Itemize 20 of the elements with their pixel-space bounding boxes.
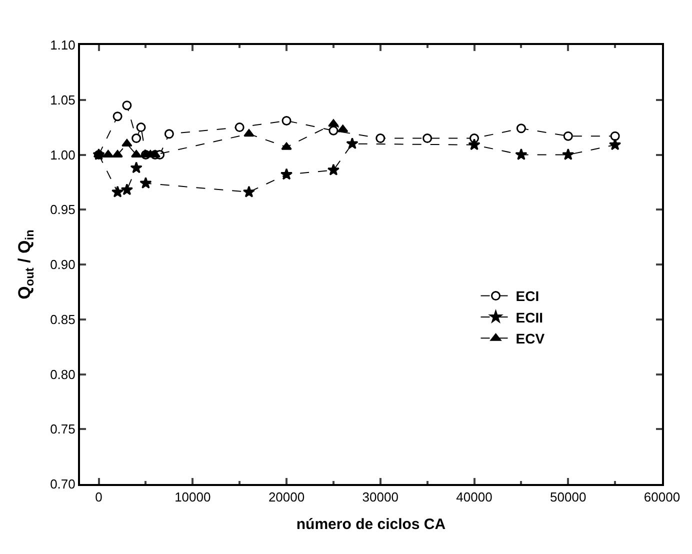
x-tick-label: 20000 bbox=[268, 490, 305, 505]
x-tick-label: 0 bbox=[95, 490, 102, 505]
y-tick-label: 1.00 bbox=[50, 147, 76, 162]
y-tick-label: 1.10 bbox=[50, 38, 76, 53]
x-tick-label: 60000 bbox=[644, 490, 680, 505]
x-tick-label: 40000 bbox=[456, 490, 492, 505]
y-tick-label: 0.95 bbox=[50, 202, 76, 218]
y-tick-label: 0.80 bbox=[50, 366, 76, 382]
x-tick-label: 50000 bbox=[550, 490, 586, 505]
x-axis-title: número de ciclos CA bbox=[296, 516, 446, 534]
y-tick-label: 0.70 bbox=[50, 476, 76, 492]
legend-label: ECII bbox=[516, 309, 543, 326]
y-tick-label: 0.90 bbox=[50, 257, 76, 272]
y-tick-label: 0.85 bbox=[50, 312, 76, 327]
legend-label: ECI bbox=[516, 288, 540, 304]
x-tick-label: 10000 bbox=[174, 490, 211, 505]
legend-label: ECV bbox=[516, 330, 546, 347]
y-tick-label: 1.05 bbox=[50, 92, 76, 108]
y-tick-label: 0.75 bbox=[50, 422, 76, 437]
x-tick-label: 30000 bbox=[362, 490, 398, 505]
